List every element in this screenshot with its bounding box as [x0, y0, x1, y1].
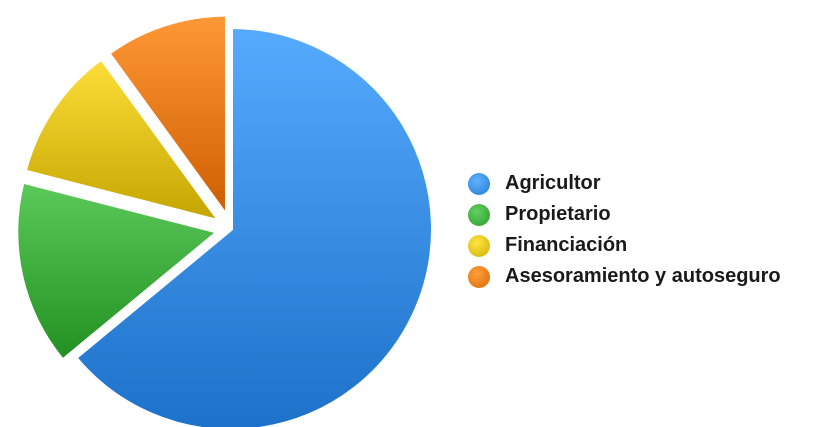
- legend-label: Agricultor: [505, 172, 601, 194]
- pie-chart-plot: [14, 12, 435, 427]
- legend-item: Agricultor: [468, 168, 781, 199]
- legend-item: Propietario: [468, 199, 781, 230]
- legend-swatch: [468, 203, 490, 226]
- chart-legend: Agricultor Propietario Financiación Asesora…: [468, 168, 781, 292]
- legend-swatch: [468, 265, 490, 288]
- legend-swatch: [468, 172, 490, 195]
- pie-slice-financiación: [22, 56, 223, 224]
- legend-label: Asesoramiento y autoseguro: [505, 265, 781, 287]
- legend-item: Asesoramiento y autoseguro: [468, 261, 781, 292]
- legend-item: Financiación: [468, 230, 781, 261]
- pie-slice-agricultor: [73, 25, 435, 427]
- legend-label: Financiación: [505, 234, 628, 256]
- legend-label: Propietario: [505, 203, 611, 225]
- pie-slice-propietario: [14, 179, 221, 363]
- legend-swatch: [468, 234, 490, 257]
- pie-slice-asesoramiento-y-autoseguro: [106, 12, 229, 219]
